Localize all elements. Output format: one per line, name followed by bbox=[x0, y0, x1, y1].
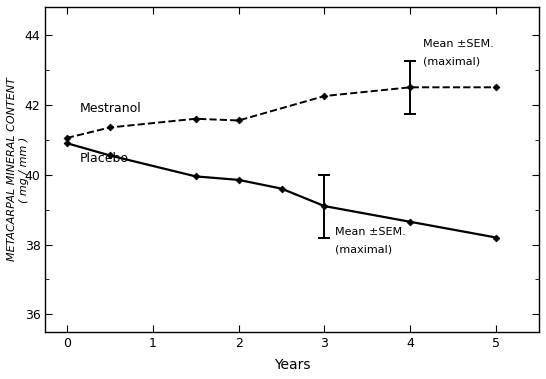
Text: Mestranol: Mestranol bbox=[80, 102, 141, 115]
Text: (maximal): (maximal) bbox=[335, 245, 392, 255]
Text: Placebo: Placebo bbox=[80, 152, 129, 165]
Text: Mean ±SEM.: Mean ±SEM. bbox=[423, 39, 494, 49]
Text: Mean ±SEM.: Mean ±SEM. bbox=[335, 227, 406, 237]
Y-axis label: METACARPAL MINERAL CONTENT
( mg / mm ): METACARPAL MINERAL CONTENT ( mg / mm ) bbox=[7, 77, 28, 262]
X-axis label: Years: Years bbox=[274, 358, 311, 372]
Text: (maximal): (maximal) bbox=[423, 56, 480, 66]
